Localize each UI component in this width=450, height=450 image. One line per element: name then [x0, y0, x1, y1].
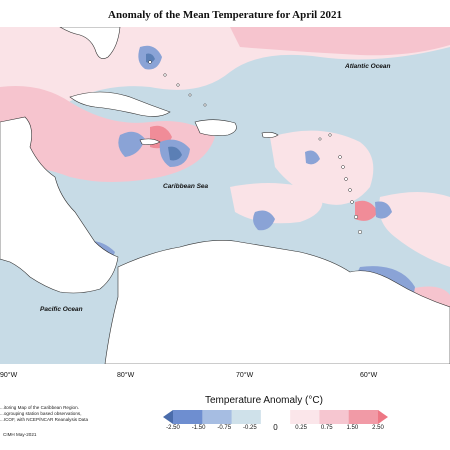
anomaly-map [0, 27, 450, 364]
longitude-tick-60w: 60°W [360, 372, 378, 379]
south-america-landmass [104, 240, 450, 364]
legend-swatch [290, 410, 320, 424]
legend-tick-label: 1.50 [346, 425, 359, 431]
legend-colorbar [163, 410, 388, 424]
legend-tick-label: 2.50 [372, 425, 384, 431]
legend-swatch [348, 410, 379, 424]
land-masses [0, 27, 450, 364]
cuba-island [69, 91, 171, 117]
legend-swatch [260, 410, 291, 424]
legend-swatch [231, 410, 262, 424]
atlantic-ocean-label: Atlantic Ocean [345, 63, 391, 70]
longitude-tick-70w: 70°W [236, 372, 254, 379]
credit-text: CIMH May-2021 [3, 432, 37, 437]
florida-landmass [59, 27, 121, 59]
legend-swatch [319, 410, 350, 424]
legend-swatch [378, 410, 388, 424]
legend-tick-label: 0.75 [320, 425, 333, 431]
longitude-tick-80w: 80°W [117, 372, 135, 379]
jamaica-island [139, 138, 161, 145]
legend-tick-label: -0.25 [243, 425, 257, 431]
pacific-ocean-label: Pacific Ocean [40, 306, 83, 313]
legend-tick-label: 0 [273, 423, 278, 432]
caribbean-sea-label: Caribbean Sea [163, 183, 209, 190]
footnote-line-3: ...ICOF, with NCEP/NCAR Reanalysis Data [0, 417, 89, 422]
central-america-landmass [0, 116, 119, 294]
puerto-rico-island [261, 132, 279, 138]
hispaniola-island [194, 119, 237, 136]
footnote-line-1: ...itoring Map of the Caribbean Region. [0, 405, 79, 410]
legend-tick-label: -1.50 [191, 425, 206, 431]
lesser-antilles [148, 60, 363, 235]
legend-tick-label: -0.75 [217, 425, 232, 431]
footnote-line-2: ...ogrouping station based observations, [0, 411, 82, 416]
legend-title: Temperature Anomaly (°C) [205, 395, 323, 406]
map-title: Anomaly of the Mean Temperature for Apri… [108, 9, 342, 21]
legend-tick-label: 0.25 [295, 425, 307, 431]
legend-tick-label: -2.50 [166, 425, 180, 431]
legend-swatch [173, 410, 203, 424]
longitude-tick-90w: 90°W [0, 372, 18, 379]
legend-swatch [202, 410, 233, 424]
legend-swatch [163, 410, 173, 424]
